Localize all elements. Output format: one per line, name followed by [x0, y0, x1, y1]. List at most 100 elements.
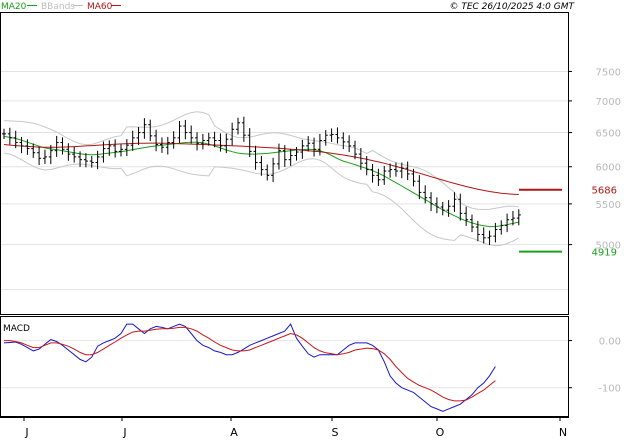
- price-bar-1: [7, 127, 12, 145]
- header-legend: MA20 BBands MA60 © TEC 26/10/2025 4:0 GM…: [1, 2, 575, 12]
- price-bar-30: [177, 120, 182, 143]
- price-bar-34: [200, 133, 205, 150]
- price-bar-13: [78, 151, 83, 167]
- price-bar-23: [136, 126, 141, 146]
- price-bar-48: [282, 145, 287, 167]
- price-bar-10: [60, 137, 65, 155]
- price-bar-18: [107, 140, 112, 156]
- annotation-label-1: 4919: [592, 248, 617, 259]
- price-bar-46: [271, 157, 276, 183]
- price-bar-2: [13, 130, 18, 149]
- price-bar-87: [510, 210, 515, 226]
- price-bar-57: [335, 127, 340, 144]
- price-bar-8: [48, 145, 53, 165]
- price-bar-67: [393, 162, 398, 177]
- price-bar-73: [429, 192, 434, 212]
- bband-upper-line: [3, 111, 519, 211]
- price-bar-16: [95, 150, 100, 170]
- price-bar-49: [288, 148, 293, 166]
- price-bar-28: [165, 136, 170, 155]
- price-bar-74: [434, 197, 439, 214]
- price-ytick-label-0: 5000: [596, 241, 621, 252]
- price-bar-38: [224, 133, 229, 154]
- price-bar-5: [31, 143, 36, 158]
- price-bar-70: [411, 168, 416, 187]
- price-bar-86: [505, 213, 510, 233]
- price-bar-50: [294, 146, 299, 161]
- price-bar-29: [171, 131, 176, 149]
- price-bar-66: [388, 163, 393, 178]
- price-bar-21: [124, 139, 129, 157]
- x-tick-label-0: J: [24, 426, 28, 439]
- price-bar-9: [54, 135, 59, 157]
- ma60-line: [3, 142, 519, 195]
- price-bar-39: [230, 122, 235, 146]
- price-bar-83: [487, 230, 492, 246]
- price-bar-0: [2, 128, 6, 140]
- price-bar-19: [113, 139, 118, 158]
- price-bar-85: [499, 220, 504, 235]
- price-bar-76: [446, 200, 451, 217]
- price-bar-33: [195, 132, 200, 151]
- price-bar-64: [376, 168, 381, 186]
- x-tick-label-4: O: [436, 426, 445, 439]
- price-bar-47: [276, 143, 281, 170]
- price-bar-61: [358, 148, 363, 170]
- price-bar-58: [341, 132, 346, 150]
- macd-ytick-label-0: 0.00: [599, 337, 621, 348]
- price-bar-32: [189, 125, 194, 144]
- legend-ma20-label: MA20: [1, 2, 27, 12]
- price-bar-82: [481, 227, 486, 244]
- price-bar-75: [440, 201, 445, 216]
- price-bar-77: [452, 192, 457, 212]
- macd-panel-frame: [0, 316, 569, 417]
- annotation-label-0: 5686: [592, 186, 617, 197]
- price-bar-42: [247, 128, 252, 158]
- price-bar-59: [347, 135, 352, 153]
- price-ytick-label-5: 7500: [596, 67, 621, 78]
- price-bar-20: [119, 144, 123, 157]
- price-bar-24: [142, 118, 147, 139]
- macd-lines: [3, 323, 496, 412]
- legend-ma60-label: MA60: [87, 2, 113, 12]
- price-bar-65: [382, 165, 387, 185]
- x-tick-label-2: A: [230, 426, 238, 439]
- price-bar-78: [458, 193, 463, 221]
- price-bar-51: [300, 139, 305, 159]
- price-bar-71: [417, 175, 422, 200]
- price-bar-22: [130, 130, 135, 151]
- price-bar-80: [470, 214, 474, 233]
- price-bar-81: [475, 220, 480, 242]
- x-tick-label-5: N: [559, 426, 567, 439]
- price-bar-62: [364, 156, 369, 176]
- price-bar-60: [353, 140, 357, 160]
- price-bar-26: [154, 129, 159, 152]
- price-bar-43: [253, 145, 258, 170]
- price-bar-54: [317, 133, 322, 156]
- price-bar-44: [259, 155, 264, 176]
- price-bar-52: [306, 136, 311, 152]
- price-bar-17: [101, 141, 106, 163]
- price-bar-53: [312, 137, 317, 157]
- price-bar-69: [405, 161, 410, 181]
- price-bar-41: [241, 116, 246, 142]
- price-ytick-label-4: 7000: [596, 97, 621, 108]
- price-bars: [2, 116, 521, 246]
- price-bar-6: [37, 146, 42, 165]
- legend-bbands-label: BBands: [41, 2, 75, 12]
- price-bar-36: [212, 131, 217, 148]
- price-bar-11: [66, 143, 71, 161]
- y-axis-ticks: 5000 5500 6000 6500 7000 7500 0.00 -100: [568, 67, 621, 395]
- price-bar-7: [42, 149, 47, 164]
- price-bar-88: [516, 209, 521, 226]
- price-bar-72: [423, 185, 428, 204]
- price-ytick-label-2: 6000: [596, 163, 621, 174]
- price-bar-14: [83, 153, 88, 168]
- price-bar-84: [493, 222, 498, 243]
- price-bar-79: [464, 206, 469, 226]
- price-bar-45: [265, 164, 270, 181]
- price-bar-4: [25, 139, 30, 155]
- price-ytick-label-1: 5500: [596, 200, 621, 211]
- price-bar-12: [72, 146, 77, 163]
